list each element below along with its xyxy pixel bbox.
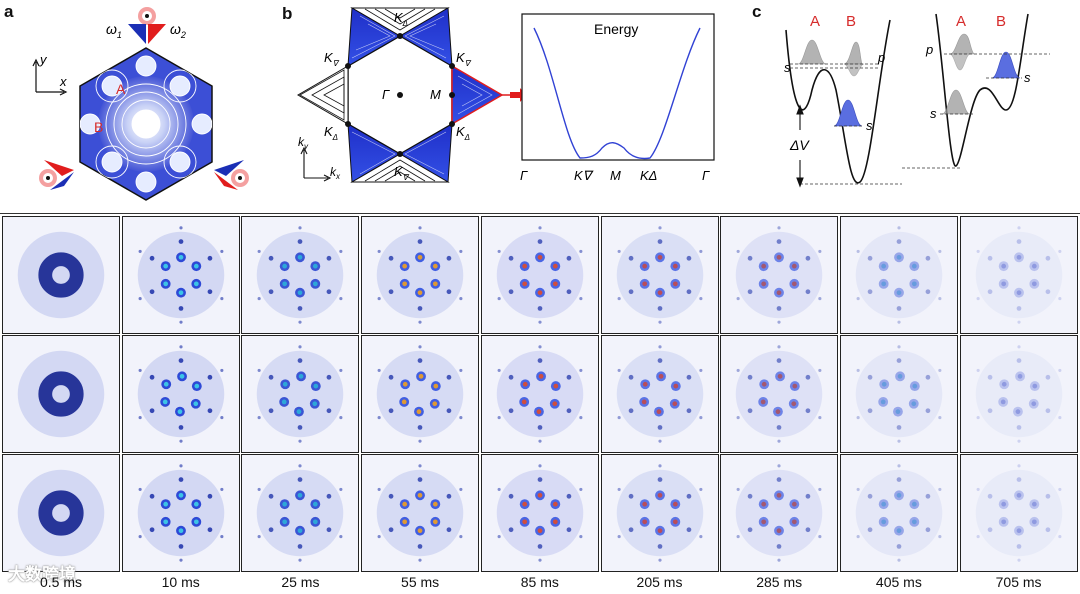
m-label: M [430, 87, 441, 102]
k-left-upper-label: K∇ [324, 50, 340, 68]
tof-image [361, 216, 480, 334]
laser-beam-top [128, 7, 166, 44]
panel-b-brillouin-zone: KΔ K∇ K∇ Γ M KΔ KΔ K∇ ky kx [297, 7, 520, 183]
k-left-lower-label: KΔ [324, 124, 338, 142]
left-s-label: s [784, 60, 791, 75]
energy-band-curve [533, 27, 701, 160]
xy-axes [32, 58, 68, 96]
axis-x-label: x [59, 74, 67, 89]
tof-image [2, 335, 120, 453]
tick-k-nabla: K∇ [574, 168, 595, 183]
watermark: 大数跨境 [8, 565, 76, 584]
tof-image [959, 335, 1078, 453]
site-a-label: A [116, 81, 126, 97]
axis-kx-label: kx [330, 165, 341, 181]
omega2-label: ω2 [170, 21, 186, 40]
tof-image [480, 216, 599, 334]
tick-m: M [610, 168, 621, 183]
right-s-label: s [1024, 70, 1031, 85]
tof-image [241, 454, 360, 572]
right-double-well [935, 13, 1029, 167]
panel-label-c: c [752, 2, 762, 21]
delta-v-label: ΔV [789, 137, 810, 153]
tof-image [361, 335, 480, 453]
panel-label-b: b [282, 4, 293, 23]
time-label: 0.5 ms [39, 574, 82, 590]
time-label: 205 ms [636, 574, 683, 590]
tof-image [361, 454, 480, 572]
tof-image [241, 216, 360, 334]
panel-c-double-well: A B s p s ΔV A B p s s [784, 13, 1050, 188]
axis-y-label: y [39, 52, 48, 67]
tof-image [600, 454, 719, 572]
k-top-label: KΔ [394, 10, 408, 28]
tof-image [121, 454, 240, 572]
tof-image [121, 335, 240, 453]
tof-image [720, 454, 839, 572]
tof-image [2, 216, 120, 334]
tof-image [480, 454, 599, 572]
k-right-upper-label: K∇ [456, 50, 472, 68]
time-label: 10 ms [161, 574, 200, 590]
left-site-a: A [810, 13, 820, 30]
tof-image [600, 335, 719, 453]
time-label: 705 ms [995, 574, 1042, 590]
energy-title: Energy [594, 21, 638, 37]
k-right-lower-label: KΔ [456, 124, 470, 142]
bz-corner-points [345, 33, 455, 157]
time-label: 285 ms [756, 574, 803, 590]
left-site-b: B [846, 13, 856, 30]
panel-a-lattice: y x A B ω1 ω2 [32, 7, 249, 201]
right-s-lower-label: s [930, 106, 937, 121]
time-label: 85 ms [520, 574, 559, 590]
time-label: 55 ms [401, 574, 440, 590]
laser-beam-left [39, 160, 74, 190]
laser-beam-right [214, 160, 249, 190]
tof-image [839, 216, 958, 334]
k-bottom-label: K∇ [394, 164, 410, 182]
right-p-label: p [925, 42, 933, 57]
tof-image [959, 454, 1078, 572]
panel-d-tof-grid [0, 213, 1080, 576]
tof-image [2, 454, 120, 572]
panel-label-a: a [4, 2, 14, 21]
tof-image [839, 335, 958, 453]
left-s-lower-label: s [866, 118, 873, 133]
left-p-label: p [877, 50, 885, 65]
tof-image [121, 216, 240, 334]
tof-image [720, 216, 839, 334]
tof-image [241, 335, 360, 453]
tick-gamma-left: Γ [520, 168, 528, 183]
axis-ky-label: ky [298, 135, 309, 151]
site-b-label: B [94, 119, 103, 135]
tof-image [839, 454, 958, 572]
right-site-a: A [956, 13, 966, 30]
left-double-well [785, 19, 891, 184]
omega1-label: ω1 [106, 21, 122, 40]
tof-image [480, 335, 599, 453]
right-site-b: B [996, 13, 1006, 30]
tick-k-delta: KΔ [640, 168, 657, 183]
band-structure-plot: Energy Γ K∇ M KΔ Γ [520, 13, 715, 183]
valley-triangles [297, 7, 504, 183]
time-label: 405 ms [875, 574, 922, 590]
tof-image [959, 216, 1078, 334]
tick-gamma-right: Γ [702, 168, 710, 183]
k-axes [300, 146, 332, 182]
hexagon-potential [79, 47, 213, 201]
tof-image [720, 335, 839, 453]
tof-image [600, 216, 719, 334]
time-label: 25 ms [281, 574, 320, 590]
gamma-label: Γ [382, 87, 390, 102]
